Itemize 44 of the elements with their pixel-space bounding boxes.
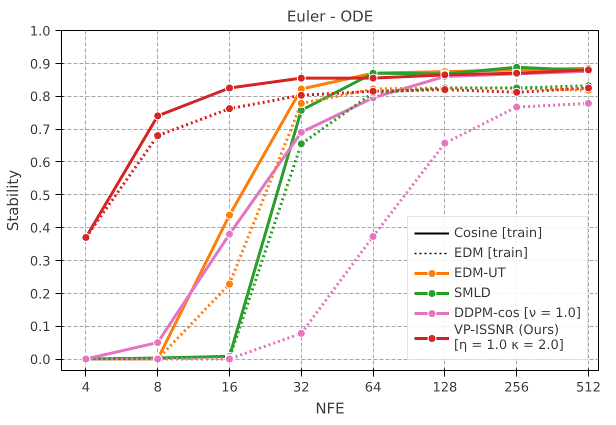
y-tick-label: 0.7 xyxy=(30,123,51,138)
point xyxy=(296,328,306,338)
x-tick-label: 4 xyxy=(82,380,90,396)
point xyxy=(153,338,162,348)
point xyxy=(296,128,306,137)
x-tick-label: 128 xyxy=(432,380,458,396)
x-axis-title: NFE xyxy=(315,400,345,418)
y-tick-label: 0.3 xyxy=(30,254,51,270)
x-tick-label: 32 xyxy=(293,380,310,396)
y-axis-title: Stability xyxy=(4,170,22,232)
point xyxy=(584,98,593,108)
legend-label: DDPM-cos [ν = 1.0] xyxy=(454,304,581,322)
point xyxy=(224,104,234,114)
point xyxy=(296,74,306,83)
y-tick-label: 0.9 xyxy=(30,57,51,72)
point xyxy=(296,139,306,148)
annotation: EDM [train] xyxy=(454,244,528,262)
x-tick-label: 256 xyxy=(504,380,530,396)
y-tick-label: 0.6 xyxy=(30,156,51,171)
chart-title: Euler - ODE xyxy=(286,8,374,26)
y-tick-label: 0.5 xyxy=(30,188,51,204)
point xyxy=(296,98,306,108)
point xyxy=(296,90,306,100)
point xyxy=(224,280,234,289)
x-tick-label: 512 xyxy=(576,380,601,396)
x-tick-label: 16 xyxy=(221,380,238,396)
point xyxy=(512,102,522,112)
legend-label: EDM-UT xyxy=(454,264,506,282)
point xyxy=(153,131,162,140)
point xyxy=(512,88,522,97)
point xyxy=(368,74,378,83)
y-tick-label: 0.8 xyxy=(30,90,51,106)
point xyxy=(440,138,450,148)
y-tick-label: 1.0 xyxy=(30,24,51,40)
y-tick-label: 0.1 xyxy=(30,320,51,336)
legend-label: VP-ISSNR (Ours) [η = 1.0 κ = 2.0] xyxy=(454,323,564,353)
point xyxy=(153,111,162,120)
y-tick-label: 0.4 xyxy=(30,222,51,237)
x-tick-label: 8 xyxy=(154,380,162,396)
y-tick-label: 0.2 xyxy=(30,287,51,302)
x-tick-label: 64 xyxy=(364,380,382,396)
annotation: Cosine [train] xyxy=(454,224,542,242)
legend-label: SMLD xyxy=(454,284,491,302)
y-tick-label: 0.0 xyxy=(30,353,51,368)
